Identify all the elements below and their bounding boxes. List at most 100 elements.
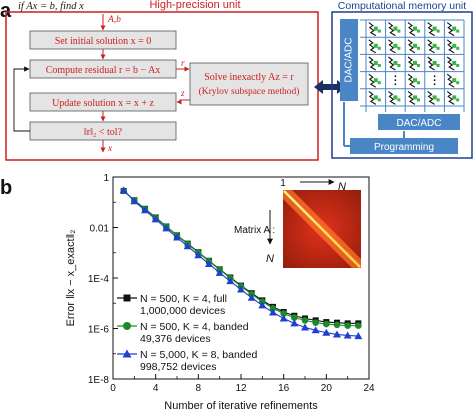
panel-b-letter: b xyxy=(0,177,12,199)
init-step-label: Set initial solution x = 0 xyxy=(55,36,151,47)
solve-step-line2: (Krylov subspace method) xyxy=(199,86,300,97)
crossbar-ellipsis-dot xyxy=(394,75,397,78)
crossbar-ellipsis-dot xyxy=(433,83,436,86)
legend: N = 500, K = 4, full 1,000,000 devices N… xyxy=(117,293,258,373)
memory-device xyxy=(427,56,440,71)
memory-device xyxy=(427,39,440,54)
series-2-point xyxy=(333,321,341,329)
legend-2-line1: N = 500, K = 4, banded xyxy=(140,321,249,333)
series-3-point xyxy=(151,215,160,223)
series-2-point xyxy=(323,320,330,328)
crossbar-ellipsis-dot xyxy=(394,83,397,86)
series-3-point xyxy=(226,277,235,285)
series-3-point xyxy=(162,224,171,232)
series-2-point xyxy=(344,322,351,329)
axis-ticks: 0 4 8 12 16 20 24 1 0.01 1E-4 1E-6 1E-8 xyxy=(88,173,375,394)
panel-b: b 0 4 8 12 16 20 24 1 0.01 1E-4 1E-6 1E-8 Number of… xyxy=(0,173,375,410)
memory-device xyxy=(368,73,381,88)
memory-device xyxy=(407,22,420,37)
y-tick-label: 1E-6 xyxy=(88,325,110,336)
crossbar-ellipsis-dot xyxy=(394,79,397,82)
series-3-point xyxy=(119,186,128,194)
memory-device xyxy=(407,39,420,54)
memory-device xyxy=(388,90,401,105)
series-3-point xyxy=(183,242,192,250)
memory-device xyxy=(427,90,440,105)
residual-step-label: Compute residual r = b − Ax xyxy=(46,65,161,76)
series-2-point xyxy=(355,322,362,329)
r-arrow-label: r xyxy=(181,58,185,68)
series-3-point xyxy=(322,328,331,336)
legend-3-line1: N = 5,000, K = 8, banded xyxy=(140,349,258,361)
inset-top-right-label: N xyxy=(338,181,346,193)
memory-device xyxy=(446,22,460,37)
legend-entry-1: N = 500, K = 4, full 1,000,000 devices xyxy=(117,293,227,317)
legend-entry-3: N = 5,000, K = 8, banded 998,752 devices xyxy=(117,349,258,373)
memory-device xyxy=(388,56,401,71)
legend-1-line1: N = 500, K = 4, full xyxy=(140,293,227,305)
x-axis-label: Number of iterative refinements xyxy=(164,400,318,410)
memory-device xyxy=(368,39,381,54)
series-2-point xyxy=(312,319,319,326)
high-precision-title: High-precision unit xyxy=(149,0,240,11)
legend-marker-circle xyxy=(123,322,131,330)
inset-left-bottom-label: N xyxy=(266,253,274,265)
series-3-point xyxy=(258,301,267,309)
series-3-point xyxy=(247,293,256,301)
legend-3-line2: 998,752 devices xyxy=(140,361,216,373)
solver-to-update-arrow xyxy=(176,99,190,105)
memory-device xyxy=(407,56,420,71)
series-3-point xyxy=(141,206,149,214)
crossbar-array xyxy=(360,19,465,112)
panel-a: a if Ax = b, find x High-precision unit … xyxy=(0,0,473,161)
matrix-inset: 1 N Matrix A : N xyxy=(234,178,361,268)
dac-adc-horizontal-block xyxy=(378,114,460,130)
x-tick-label: 8 xyxy=(196,383,202,394)
legend-entry-2: N = 500, K = 4, banded 49,376 devices xyxy=(117,321,249,345)
solve-step-line1: Solve inexactly Az = r xyxy=(204,72,294,83)
computational-memory-title: Computational memory unit xyxy=(338,0,466,12)
legend-marker-square xyxy=(123,294,131,302)
y-tick-label: 1E-8 xyxy=(88,375,110,386)
panel-a-letter: a xyxy=(0,0,12,22)
memory-device xyxy=(388,22,401,37)
input-label: A,b xyxy=(107,15,121,25)
z-arrow-label: z xyxy=(180,88,185,98)
memory-device xyxy=(446,56,460,71)
problem-statement: if Ax = b, find x xyxy=(18,1,84,12)
series-2-point xyxy=(301,317,309,324)
dac-adc-vertical-block xyxy=(340,19,358,101)
legend-1-line2: 1,000,000 devices xyxy=(140,305,225,317)
x-tick-label: 24 xyxy=(363,383,375,394)
series-3-point xyxy=(354,332,363,340)
x-tick-label: 0 xyxy=(110,383,116,394)
programming-label: Programming xyxy=(374,142,434,153)
crossbar-ellipsis-dot xyxy=(433,75,436,78)
y-tick-label: 0.01 xyxy=(90,224,110,235)
memory-device xyxy=(446,39,460,54)
series-3-point xyxy=(301,323,309,331)
check-step-label: ‖r‖₂ < tol? xyxy=(84,127,123,138)
memory-device xyxy=(368,22,381,37)
dac-adc-horizontal-label: DAC/ADC xyxy=(396,118,441,129)
series-3-point xyxy=(290,319,299,327)
memory-device xyxy=(446,90,460,105)
matrix-diagonal xyxy=(283,190,361,268)
series-3-point xyxy=(333,330,341,338)
memory-device xyxy=(407,73,420,88)
series-3-point xyxy=(205,259,213,267)
memory-device xyxy=(388,39,401,54)
x-tick-label: 12 xyxy=(235,383,247,394)
series-3-point xyxy=(130,197,139,205)
series-2-point xyxy=(291,314,298,321)
legend-marker-triangle xyxy=(122,349,132,358)
series-3-point xyxy=(215,268,224,276)
inset-matrix-label: Matrix A : xyxy=(234,225,275,236)
inset-top-left-label: 1 xyxy=(280,178,286,189)
solve-step-box xyxy=(189,62,309,106)
series-3-point xyxy=(311,326,320,334)
series-3-point xyxy=(194,251,203,259)
memory-device xyxy=(368,56,381,71)
y-tick-label: 1E-4 xyxy=(88,274,110,285)
